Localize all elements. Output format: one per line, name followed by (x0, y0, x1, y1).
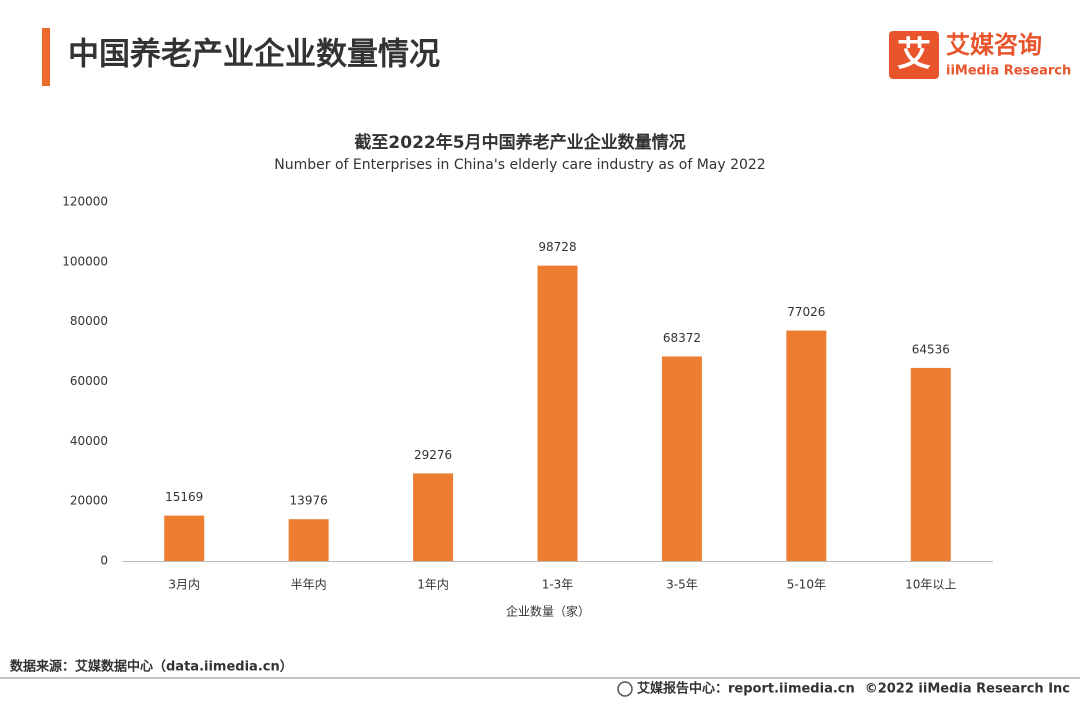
x-tick-label: 1-3年 (542, 578, 574, 592)
data-label: 98728 (538, 240, 576, 254)
y-tick-label: 120000 (62, 195, 108, 209)
bar (786, 330, 827, 561)
y-tick-label: 0 (100, 554, 108, 568)
y-tick-label: 60000 (70, 374, 108, 388)
report-site: 艾媒报告中心：report.iimedia.cn (637, 681, 855, 697)
bar (164, 515, 205, 561)
bar (413, 473, 454, 561)
data-label: 29276 (414, 448, 452, 462)
x-tick-label: 半年内 (291, 578, 327, 592)
title-accent (42, 28, 50, 86)
data-label: 15169 (165, 490, 203, 504)
data-label: 77026 (787, 305, 825, 319)
bar (288, 519, 329, 561)
y-tick-label: 40000 (70, 434, 108, 448)
copyright: ©2022 iiMedia Research Inc (865, 682, 1070, 697)
x-axis-label: 企业数量（家） (506, 604, 590, 619)
data-label: 13976 (290, 494, 328, 508)
bar (910, 367, 951, 561)
page-title: 中国养老产业企业数量情况 (68, 37, 440, 73)
data-label: 64536 (912, 342, 950, 356)
chart-title: 截至2022年5月中国养老产业企业数量情况 (354, 132, 685, 153)
x-tick-label: 10年以上 (905, 578, 956, 592)
chart-subtitle: Number of Enterprises in China's elderly… (274, 157, 765, 173)
y-tick-label: 20000 (70, 494, 108, 508)
y-tick-label: 100000 (62, 254, 108, 268)
bar (661, 356, 702, 561)
logo-sub: iiMedia Research (946, 64, 1071, 79)
logo-mark: 艾 (897, 35, 931, 75)
x-tick-label: 1年内 (417, 578, 449, 592)
logo-box (889, 31, 939, 79)
y-tick-label: 80000 (70, 314, 108, 328)
x-tick-label: 3月内 (168, 578, 200, 592)
bar (537, 265, 578, 561)
x-tick-label: 3-5年 (666, 578, 698, 592)
data-label: 68372 (663, 331, 701, 345)
source: 数据来源：艾媒数据中心（data.iimedia.cn） (10, 659, 293, 675)
x-tick-label: 5-10年 (787, 578, 826, 592)
globe-icon (617, 681, 633, 697)
logo-name: 艾媒咨询 (946, 31, 1042, 59)
